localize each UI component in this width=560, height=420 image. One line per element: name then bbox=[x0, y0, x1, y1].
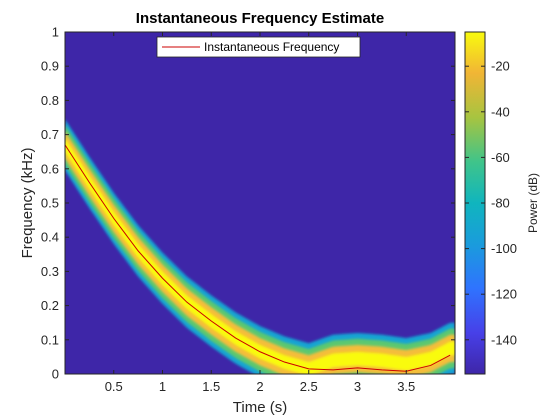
legend: Instantaneous Frequency bbox=[156, 36, 361, 58]
series-line-instantaneous-frequency bbox=[65, 144, 451, 372]
y-tick-label: 1 bbox=[52, 25, 59, 40]
y-tick-label: 0.7 bbox=[41, 127, 59, 142]
y-tick-label: 0.8 bbox=[41, 93, 59, 108]
y-axis: 0 0.1 0.2 0.3 0.4 0.5 0.6 0.7 0.8 0.9 1 bbox=[41, 25, 455, 382]
y-tick-label: 0.1 bbox=[41, 332, 59, 347]
x-axis: 0.5 1 1.5 2 2.5 3 3.5 bbox=[105, 32, 415, 394]
colorbar-label: Power (dB) bbox=[526, 173, 540, 233]
y-tick-label: 0 bbox=[52, 367, 59, 382]
x-tick-label: 1 bbox=[159, 379, 166, 394]
x-tick-label: 3 bbox=[354, 379, 361, 394]
y-tick-label: 0.2 bbox=[41, 298, 59, 313]
y-tick-label: 0.9 bbox=[41, 59, 59, 74]
colorbar-tick-label: -20 bbox=[491, 59, 510, 74]
colorbar-tick-label: -140 bbox=[491, 332, 517, 347]
chart-title: Instantaneous Frequency Estimate bbox=[136, 10, 384, 27]
plot-area bbox=[65, 32, 455, 374]
x-axis-label: Time (s) bbox=[233, 399, 287, 416]
colorbar-tick-label: -40 bbox=[491, 104, 510, 119]
colorbar-tick-label: -60 bbox=[491, 150, 510, 165]
y-tick-label: 0.3 bbox=[41, 264, 59, 279]
y-tick-label: 0.5 bbox=[41, 196, 59, 211]
colorbar-tick-label: -120 bbox=[491, 287, 517, 302]
colorbar-tick-label: -80 bbox=[491, 196, 510, 211]
x-tick-label: 2.5 bbox=[300, 379, 318, 394]
colorbar: -20 -40 -60 -80 -100 -120 -140 Power (dB) bbox=[464, 31, 540, 375]
colorbar-tick-label: -100 bbox=[491, 241, 517, 256]
x-tick-label: 2 bbox=[256, 379, 263, 394]
y-tick-label: 0.4 bbox=[41, 230, 59, 245]
y-axis-label: Frequency (kHz) bbox=[19, 148, 36, 259]
x-tick-label: 0.5 bbox=[105, 379, 123, 394]
y-tick-label: 0.6 bbox=[41, 161, 59, 176]
legend-entry-instantaneous-frequency: Instantaneous Frequency bbox=[204, 40, 339, 54]
x-tick-label: 3.5 bbox=[397, 379, 415, 394]
x-tick-label: 1.5 bbox=[202, 379, 220, 394]
